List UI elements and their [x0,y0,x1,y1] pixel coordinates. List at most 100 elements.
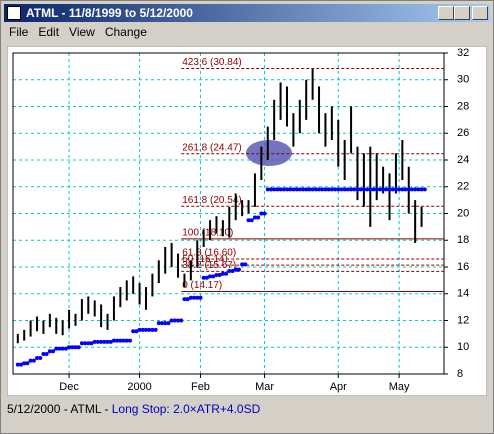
fib-label: 423.6 (30.84) [182,57,242,68]
y-tick-label: 28 [457,100,469,112]
stop-dot-next [275,187,280,192]
stop-dot [143,327,148,332]
stop-dot [214,273,219,278]
stop-dot-next [51,349,56,354]
stop-dot [284,187,289,192]
stop-dot-next [211,274,216,279]
stop-dot-next [63,346,68,351]
stop-dot-next [236,267,241,272]
minimize-button[interactable] [438,6,454,20]
stop-dot [137,327,142,332]
stop-dot-next [224,271,229,276]
stop-dot-next [403,187,408,192]
menu-item[interactable]: View [69,25,95,39]
stop-dot-next [198,295,203,300]
status-bar: 5/12/2000 - ATML - Long Stop: 2.0×ATR+4.… [7,402,260,416]
x-tick-label: May [389,381,410,393]
stop-dot-next [153,327,158,332]
stop-dot [278,187,283,192]
stop-dot-next [281,187,286,192]
stop-dot [393,187,398,192]
stop-dot-next [204,275,209,280]
stop-dot-next [313,187,318,192]
stop-dot [92,339,97,344]
x-tick-label: Apr [330,381,347,393]
stop-dot-next [422,187,427,192]
stop-dot [41,351,46,356]
stop-dot [413,187,418,192]
stop-dot [131,329,136,334]
stop-dot [201,275,206,280]
stop-dot [336,187,341,192]
stop-dot [329,187,334,192]
stop-dot [156,321,161,326]
y-tick-label: 22 [457,181,469,193]
fib-label: 0 (14.17) [182,280,222,291]
stop-dot-next [397,187,402,192]
x-tick-label: Mar [255,381,274,393]
stop-dot-next [352,187,357,192]
stop-dot [259,211,264,216]
stop-dot [374,187,379,192]
stop-dot [272,187,277,192]
stop-dot-next [249,218,254,223]
status-text: 5/12/2000 - ATML - [7,402,112,416]
stop-dot-next [19,362,24,367]
menu-item[interactable]: Change [104,25,147,39]
stop-dot-next [76,345,81,350]
stop-dot [323,187,328,192]
stop-dot [400,187,405,192]
stop-dot-next [102,339,107,344]
x-tick-label: Dec [59,381,79,393]
y-tick-label: 10 [457,341,469,353]
stop-dot [227,269,232,274]
stop-dot-next [57,346,62,351]
stop-dot-next [333,187,338,192]
x-tick-label: Feb [191,381,210,393]
stop-dot-next [31,358,36,363]
stop-dot-next [384,187,389,192]
menu-item[interactable]: File [9,25,29,39]
stop-dot-next [230,269,235,274]
stop-dot [195,295,200,300]
y-tick-label: 32 [457,47,469,59]
stop-dot-next [121,338,126,343]
stop-dot [163,321,168,326]
stop-dot [355,187,360,192]
y-tick-label: 24 [457,154,469,166]
stop-dot [252,215,257,220]
fib-label: 261.8 (24.47) [182,142,242,153]
stop-dot-next [307,187,312,192]
stop-dot [381,187,386,192]
stop-dot-next [140,327,145,332]
stop-dot-next [371,187,376,192]
stop-dot [342,187,347,192]
stop-dot-next [358,187,363,192]
stop-dot-next [115,338,120,343]
y-tick-label: 30 [457,74,469,86]
y-tick-label: 20 [457,207,469,219]
stop-dot [22,361,27,366]
maximize-button[interactable] [454,6,470,20]
stop-dot [233,267,238,272]
stop-dot [99,339,104,344]
stop-dot-next [294,187,299,192]
close-button[interactable] [472,6,488,20]
stop-dot-next [25,361,30,366]
stop-dot [310,187,315,192]
stop-dot-next [38,355,43,360]
app-icon [7,6,21,20]
stop-dot-next [301,187,306,192]
stop-dot [265,187,270,192]
stop-dot-next [127,338,132,343]
menu-item[interactable]: Edit [38,25,60,39]
stop-dot [124,338,129,343]
stop-dot-next [320,187,325,192]
stop-dot-next [390,187,395,192]
stop-dot [150,327,155,332]
stop-dot [182,297,187,302]
stop-dot-next [108,339,113,344]
stop-dot [118,338,123,343]
y-tick-label: 18 [457,234,469,246]
stop-dot [419,187,424,192]
